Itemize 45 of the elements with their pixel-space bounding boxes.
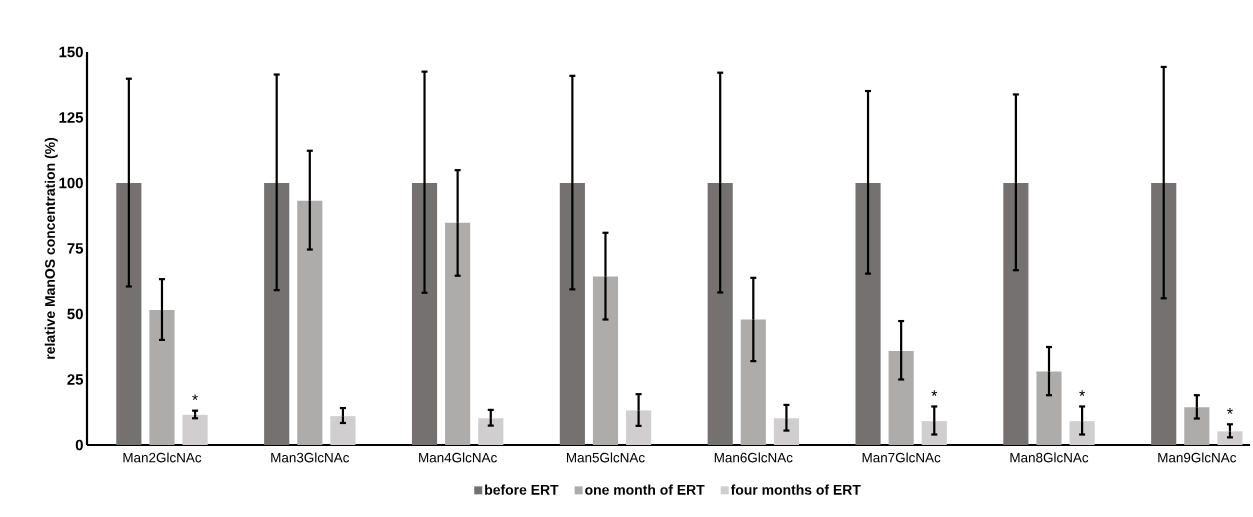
y-tick-label: 125 bbox=[59, 112, 84, 123]
bar bbox=[1003, 182, 1029, 445]
legend-label: before ERT bbox=[485, 484, 559, 495]
legend-label: one month of ERT bbox=[585, 484, 705, 495]
bar bbox=[855, 182, 881, 445]
bar bbox=[773, 418, 799, 445]
bar bbox=[182, 414, 208, 445]
y-tick-label: 50 bbox=[67, 308, 83, 320]
y-tick-label: 0 bbox=[75, 439, 83, 451]
bar bbox=[411, 182, 438, 445]
x-tick-label: Man7GlcNAc bbox=[862, 452, 941, 463]
bar bbox=[707, 182, 733, 445]
data-label: * bbox=[1227, 408, 1233, 414]
bar bbox=[478, 418, 504, 445]
y-tick-label: 100 bbox=[59, 177, 83, 189]
bar bbox=[116, 182, 142, 445]
x-tick-label: Man4GlcNAc bbox=[419, 452, 497, 463]
bar bbox=[1036, 371, 1062, 445]
bar bbox=[1184, 407, 1210, 445]
legend-label: four months of ERT bbox=[730, 484, 861, 495]
x-tick-label: Man9GlcNAc bbox=[1158, 452, 1237, 463]
data-label: * bbox=[931, 390, 938, 396]
bar bbox=[297, 200, 323, 445]
bar bbox=[330, 416, 356, 445]
bar bbox=[888, 350, 914, 445]
y-tick-label: 150 bbox=[59, 46, 83, 58]
y-axis-title: relative ManOS concentration (%) bbox=[44, 137, 58, 359]
x-tick-label: Man2GlcNAc bbox=[123, 452, 202, 463]
bar bbox=[445, 222, 471, 445]
bar bbox=[559, 182, 585, 445]
x-tick-label: Man6GlcNAc bbox=[714, 452, 793, 463]
bar bbox=[592, 276, 619, 445]
data-label: * bbox=[1079, 390, 1085, 396]
bar bbox=[740, 319, 766, 445]
x-tick-label: Man8GlcNAc bbox=[1010, 452, 1089, 463]
data-label: * bbox=[192, 394, 198, 401]
x-tick-label: Man5GlcNAc bbox=[566, 452, 645, 463]
bar bbox=[149, 310, 175, 445]
x-tick-label: Man3GlcNAc bbox=[271, 452, 350, 463]
bar bbox=[264, 182, 290, 445]
bar bbox=[1151, 182, 1177, 445]
bar bbox=[1217, 431, 1243, 445]
y-tick-label: 75 bbox=[67, 243, 84, 254]
y-tick-label: 25 bbox=[67, 374, 84, 385]
bar bbox=[626, 410, 652, 445]
